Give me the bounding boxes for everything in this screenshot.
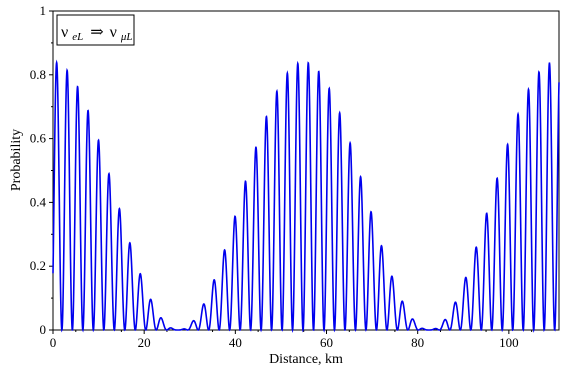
legend: ν eL ⇒ ν μL [56,14,135,46]
x-tick-label: 100 [499,335,519,350]
x-axis-ticks: 0 20 40 60 80 100 [50,330,533,350]
legend-from-sub: eL [72,31,83,43]
legend-arrow: ⇒ [90,24,103,41]
y-tick-label: 0.4 [30,194,47,209]
y-tick-label: 0.2 [30,258,46,273]
y-tick-label: 0 [40,322,47,337]
x-tick-label: 80 [411,335,424,350]
x-axis-title: Distance, km [269,352,343,367]
x-tick-label: 60 [320,335,333,350]
legend-nu-to: ν [110,24,117,41]
legend-nu-from: ν [61,24,68,41]
curve-layer [52,59,560,334]
y-tick-label: 0.8 [30,67,46,82]
x-tick-label: 0 [50,335,57,350]
y-tick-label: 0.6 [30,131,47,146]
x-tick-label: 20 [138,335,151,350]
svg-text:ν eL ⇒ ν: ν eL ⇒ ν μL [61,24,133,44]
y-axis-title: Probability [9,129,24,191]
legend-box [56,14,135,46]
x-tick-label: 40 [229,335,242,350]
legend-to-sub: μL [120,31,133,43]
series-line [52,59,560,334]
y-tick-label: 1 [40,3,47,18]
y-axis-ticks: 0 0.2 0.4 0.6 0.8 1 [30,3,53,337]
